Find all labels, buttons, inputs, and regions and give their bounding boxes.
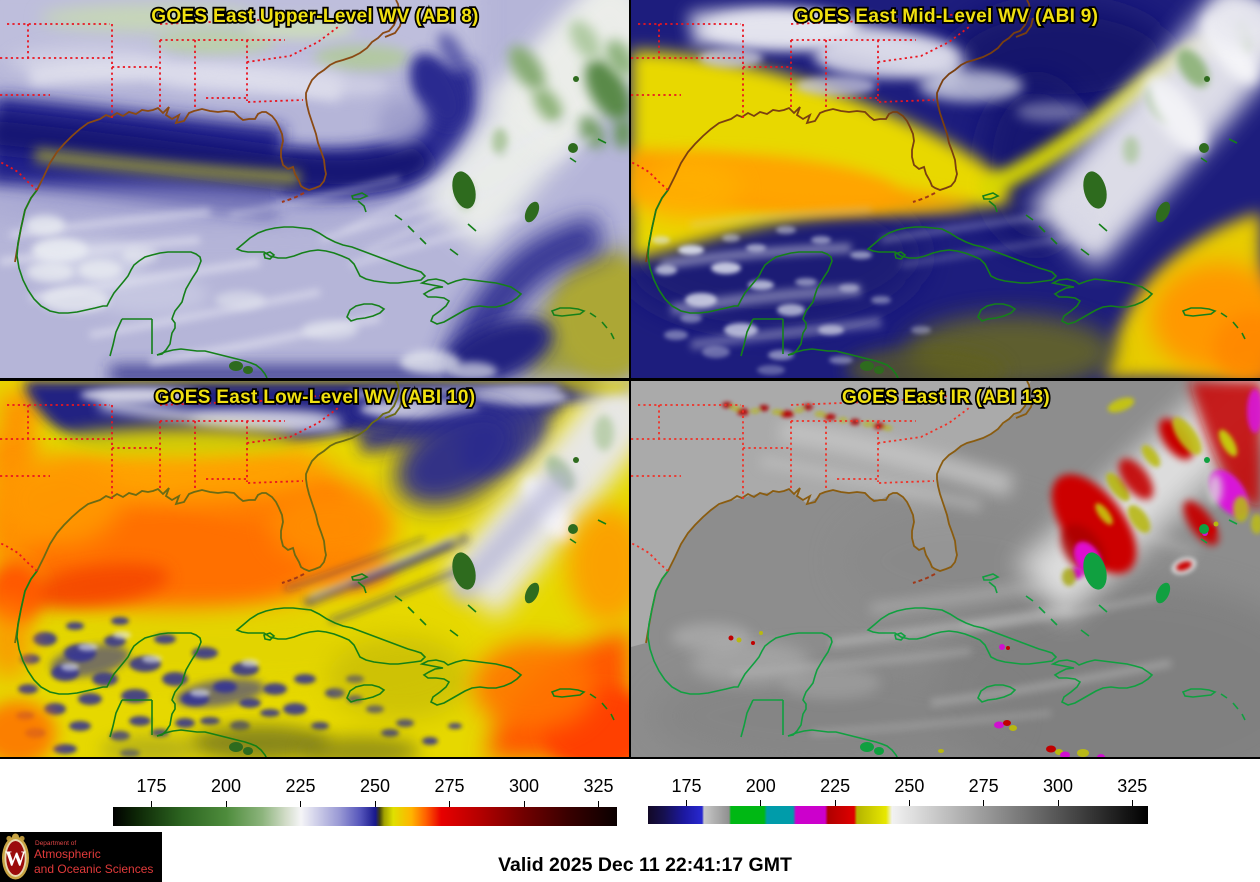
svg-text:GOES East Low-Level WV (ABI 10: GOES East Low-Level WV (ABI 10): [155, 387, 476, 408]
svg-text:W: W: [5, 847, 26, 871]
svg-text:GOES East IR (ABI 13): GOES East IR (ABI 13): [842, 387, 1050, 408]
svg-text:GOES East Mid-Level WV (ABI 9): GOES East Mid-Level WV (ABI 9): [794, 6, 1099, 27]
svg-text:and Oceanic Sciences: and Oceanic Sciences: [34, 862, 153, 876]
svg-text:Atmospheric: Atmospheric: [34, 847, 101, 861]
svg-text:Department of: Department of: [35, 840, 76, 847]
svg-text:GOES East Upper-Level WV (ABI: GOES East Upper-Level WV (ABI 8): [151, 6, 478, 27]
